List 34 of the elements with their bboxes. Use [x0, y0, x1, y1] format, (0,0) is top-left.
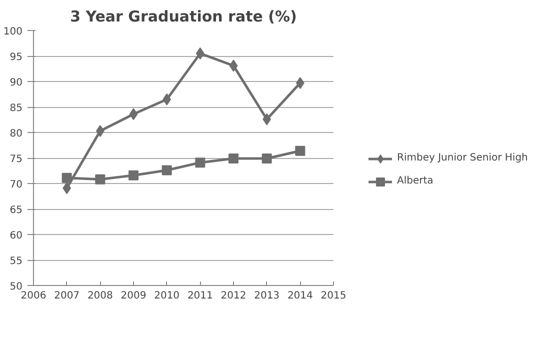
- x-tick-label: 2012: [220, 290, 246, 302]
- point: [129, 108, 138, 120]
- y-tick-label: 100: [3, 26, 23, 38]
- x-tick-label: 2007: [54, 290, 80, 302]
- y-tick-label: 60: [10, 230, 23, 242]
- point: [228, 154, 238, 164]
- x-tick-label: 2008: [87, 290, 113, 302]
- x-tick-label: 2009: [120, 290, 146, 302]
- y-tick-label: 90: [10, 78, 23, 88]
- y-tick-label: 85: [10, 103, 23, 114]
- point: [95, 174, 106, 184]
- point: [62, 172, 72, 183]
- point: [162, 165, 172, 176]
- y-tick-label: 50: [10, 282, 23, 292]
- point: [229, 60, 238, 72]
- y-tick-label: 55: [10, 256, 23, 267]
- legend-label: Alberta: [397, 176, 434, 186]
- x-tick-label: 2011: [187, 290, 213, 302]
- x-tick-label: 2010: [154, 290, 180, 302]
- chart-title: 3 Year Graduation rate (%): [70, 8, 297, 26]
- point: [195, 158, 206, 168]
- x-tick-label: 2013: [254, 290, 280, 302]
- y-tick-label: 65: [10, 205, 23, 216]
- y-tick-label: 75: [10, 154, 23, 165]
- y-tick-label: 95: [10, 52, 23, 63]
- x-tick-label: 2006: [20, 290, 46, 302]
- y-tick-label: 80: [10, 128, 23, 140]
- y-tick-label: 70: [10, 180, 23, 190]
- point: [295, 146, 306, 156]
- point: [128, 170, 138, 180]
- legend-label: Rimbey Junior Senior High: [397, 152, 528, 164]
- x-tick-label: 2015: [320, 290, 346, 302]
- point: [262, 154, 272, 164]
- x-tick-label: 2014: [287, 290, 313, 302]
